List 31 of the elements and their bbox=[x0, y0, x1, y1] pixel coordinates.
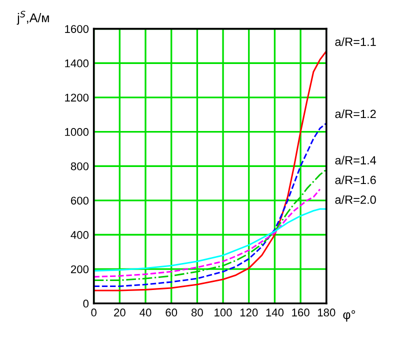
y-tick-label: 800 bbox=[70, 162, 89, 170]
x-tick-label: 20 bbox=[114, 308, 126, 316]
y-tick-label: 400 bbox=[70, 231, 89, 239]
series-label: a/R=1.4 bbox=[335, 156, 376, 164]
x-tick-label: 140 bbox=[266, 308, 284, 316]
line-series bbox=[94, 168, 326, 281]
series-label: a/R=1.2 bbox=[335, 109, 376, 118]
series-label: a/R=1.1 bbox=[335, 37, 376, 46]
x-tick-label: 40 bbox=[140, 308, 152, 316]
line-series bbox=[94, 188, 321, 278]
y-tick-label: 1000 bbox=[65, 128, 89, 136]
x-axis-title: φ° bbox=[343, 310, 356, 322]
line-series bbox=[94, 50, 326, 292]
x-tick-label: 100 bbox=[214, 308, 232, 316]
y-tick-label: 1200 bbox=[65, 94, 89, 102]
y-axis-title: j$^{S}$,A/м bbox=[16, 10, 49, 25]
x-tick-label: 160 bbox=[292, 308, 310, 316]
y-tick-label: 1400 bbox=[65, 59, 89, 68]
y-tick-label: 0 bbox=[83, 300, 89, 308]
line-series bbox=[94, 208, 326, 272]
x-tick-label: 0 bbox=[91, 308, 96, 316]
y-tick-label: 600 bbox=[71, 196, 89, 205]
x-tick-label: 120 bbox=[240, 308, 258, 316]
series-label: a/R=1.6 bbox=[335, 175, 376, 184]
series-label: a/R=2.0 bbox=[335, 195, 376, 204]
y-tick-label: 200 bbox=[71, 265, 89, 274]
y-tick-label: 1600 bbox=[65, 25, 89, 33]
line-series bbox=[94, 122, 326, 288]
x-tick-label: 180 bbox=[318, 308, 336, 316]
x-tick-label: 80 bbox=[192, 308, 203, 316]
x-tick-label: 60 bbox=[166, 308, 178, 316]
